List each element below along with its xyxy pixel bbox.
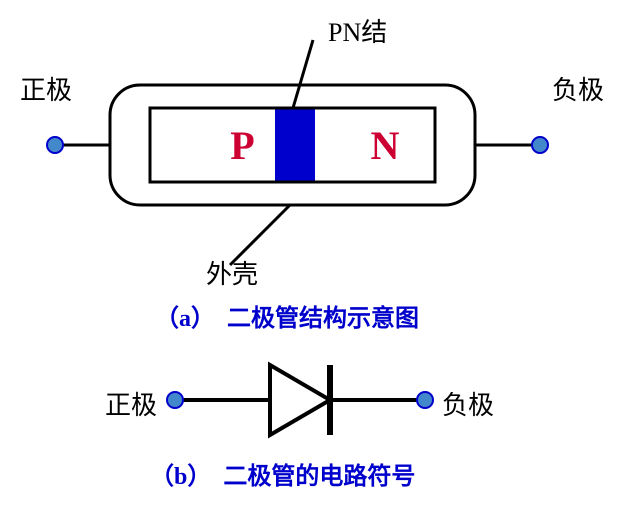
svg-text:N: N [371, 123, 400, 168]
svg-text:P: P [230, 123, 254, 168]
diagram-svg: PN [0, 0, 640, 516]
